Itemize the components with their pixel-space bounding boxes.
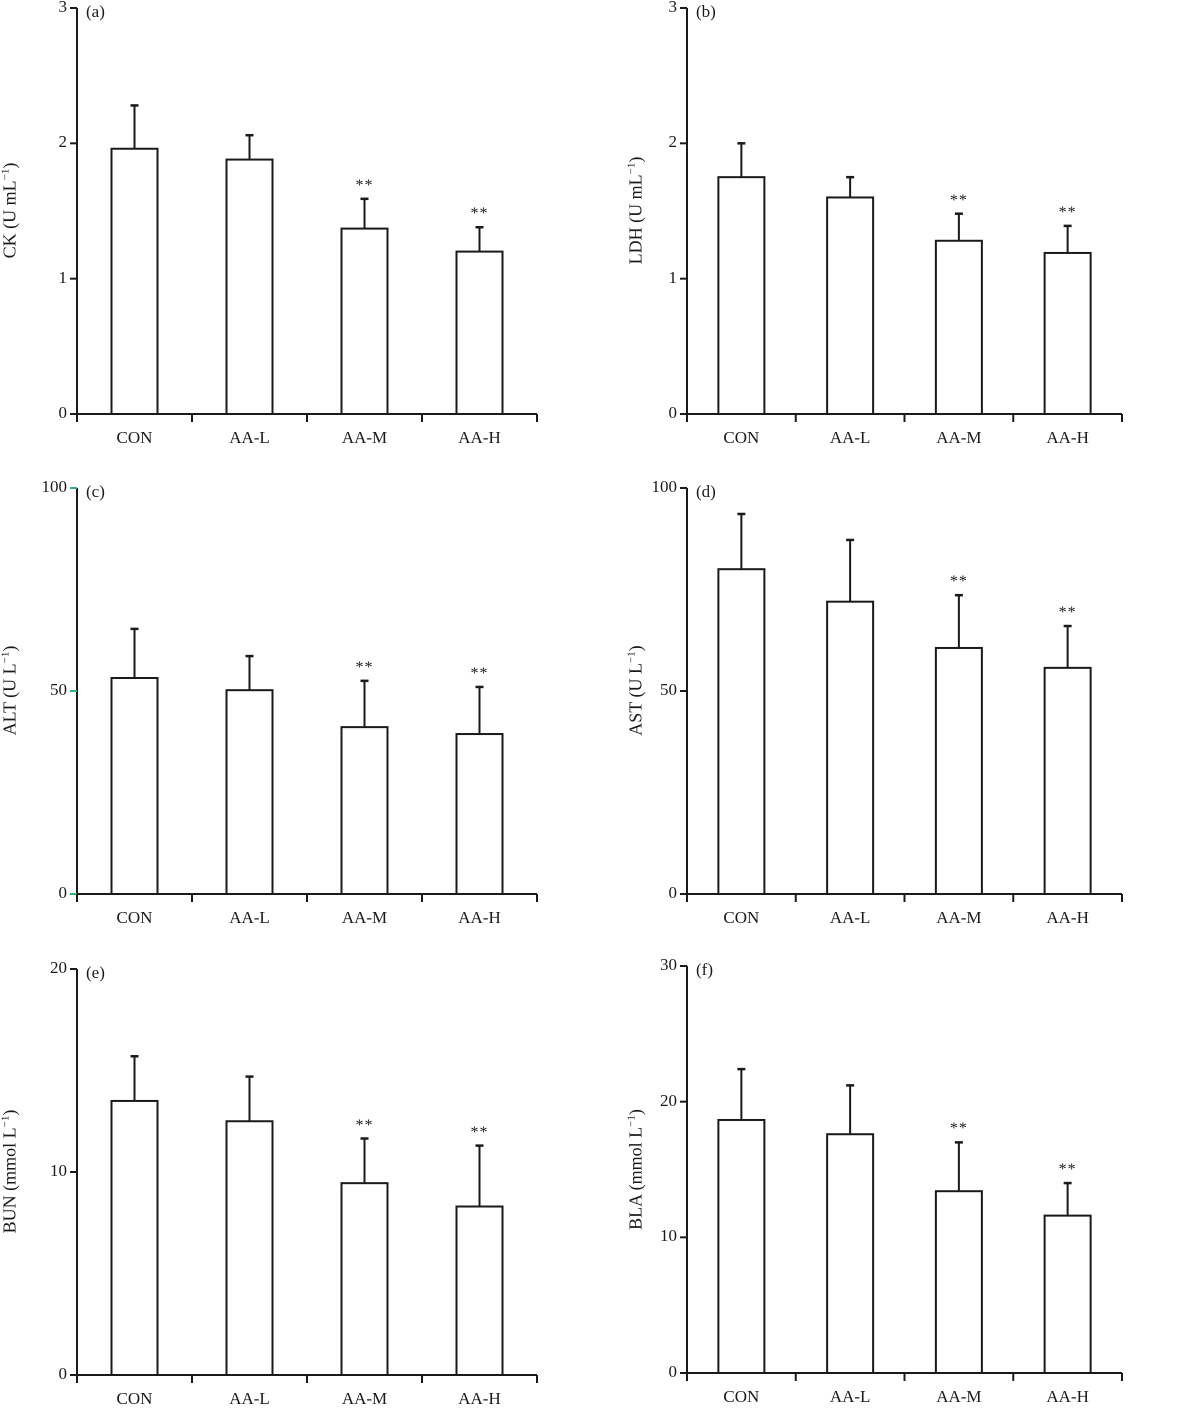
bar-con [110,1099,159,1376]
y-tick-label: 0 [668,883,678,902]
x-category-label: AA-H [458,428,501,447]
y-tick-label: 20 [660,1090,677,1110]
x-category-label: AA-M [341,428,388,447]
y-tick-label: 30 [660,955,677,974]
x-category-label: AA-M [936,908,982,927]
y-tick-label: 1 [58,267,68,287]
panel-tag: (c) [86,482,105,501]
y-tick-label: 1 [668,267,678,287]
bar-aa-l [826,1133,875,1375]
x-category-label: AA-M [341,908,388,927]
bar-aa-m [934,1190,983,1374]
y-tick-label: 0 [58,403,68,422]
bar-aa-l [225,689,274,895]
y-tick-label: 3 [58,0,68,16]
bar-aa-h [1043,1214,1092,1375]
y-axis-label-main: BLA (mmol L [625,1126,646,1230]
panel-tag: (d) [696,482,716,501]
bar-aa-m [340,1182,389,1377]
x-category-label: CON [116,908,153,927]
x-category-label: CON [723,1387,760,1406]
panel-tag: (f) [696,960,713,979]
significance-marker: ** [470,664,489,682]
x-category-label: AA-L [229,1389,270,1408]
bar-con [110,677,159,895]
panel-tag: (b) [696,2,716,21]
panel-tag: (a) [86,2,105,21]
bar-aa-l [826,196,875,415]
bar-aa-h [455,1205,504,1377]
significance-marker: ** [1058,203,1077,221]
panel-tag: (e) [86,963,105,982]
significance-marker: ** [355,658,374,676]
y-tick-label: 2 [668,132,678,152]
y-tick-label: 20 [50,958,67,977]
y-tick-label: 100 [651,477,678,496]
significance-marker: ** [1058,1161,1077,1179]
x-category-label: CON [116,1389,153,1408]
bar-aa-h [1043,251,1092,415]
y-tick-label: 0 [58,1364,68,1383]
bar-aa-l [225,1120,274,1376]
bar-aa-m [934,646,983,895]
x-category-label: CON [723,428,760,447]
x-category-label: AA-H [458,908,501,927]
significance-marker: ** [355,176,374,194]
x-category-label: CON [116,428,153,447]
x-category-label: AA-M [936,1387,982,1406]
y-axis-label: BLA (mmol L−1) [626,1059,647,1279]
x-category-label: AA-H [1046,428,1089,447]
bar-aa-m [340,227,389,415]
significance-marker: ** [949,1120,968,1138]
y-axis-label-exponent: −1 [625,1114,638,1127]
significance-marker: ** [949,573,968,591]
bar-aa-m [340,726,389,895]
x-category-label: AA-H [1046,908,1089,927]
y-axis-label-close: ) [625,1108,646,1115]
x-category-label: CON [723,908,760,927]
x-category-label: AA-L [829,908,871,927]
y-tick-label: 3 [668,0,678,16]
y-tick-label: 0 [58,883,68,902]
x-category-label: AA-M [936,428,982,447]
significance-marker: ** [1058,604,1077,622]
x-category-label: AA-M [341,1389,388,1408]
x-category-label: AA-L [829,1387,871,1406]
significance-marker: ** [470,205,489,223]
x-category-label: AA-L [229,428,270,447]
significance-marker: ** [949,191,968,209]
significance-marker: ** [355,1116,374,1134]
bar-aa-l [225,158,274,415]
significance-marker: ** [470,1123,489,1141]
y-tick-label: 10 [50,1161,67,1180]
y-tick-label: 50 [660,680,677,699]
x-category-label: AA-H [1046,1387,1089,1406]
y-tick-label: 50 [50,680,67,699]
x-category-label: AA-H [458,1389,501,1408]
bar-aa-h [455,250,504,415]
bar-aa-l [826,600,875,895]
bar-con [717,1118,766,1375]
y-tick-label: 100 [41,477,68,496]
y-tick-label: 0 [668,1362,678,1381]
x-category-label: AA-L [829,428,871,447]
y-tick-label: 0 [668,403,678,422]
y-tick-label: 2 [58,132,68,152]
bar-con [110,147,159,415]
y-tick-label: 10 [660,1226,677,1246]
x-category-label: AA-L [229,908,270,927]
